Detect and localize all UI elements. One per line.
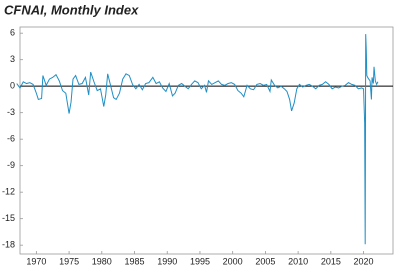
y-tick-label: -3 xyxy=(7,107,15,117)
y-tick-label: 0 xyxy=(10,81,15,91)
x-tick-label: 1980 xyxy=(92,256,112,266)
x-tick-label: 2000 xyxy=(223,256,243,266)
y-tick-label: 3 xyxy=(10,54,15,64)
x-tick-label: 2020 xyxy=(354,256,374,266)
y-tick-label: 6 xyxy=(10,28,15,38)
x-tick-label: 2010 xyxy=(288,256,308,266)
x-tick-label: 1970 xyxy=(26,256,46,266)
data-line xyxy=(16,34,379,245)
x-tick-label: 1975 xyxy=(59,256,79,266)
x-tick-label: 1995 xyxy=(190,256,210,266)
y-tick-label: -6 xyxy=(7,134,15,144)
x-tick-label: 2015 xyxy=(321,256,341,266)
x-tick-label: 1985 xyxy=(125,256,145,266)
chart-title: CFNAI, Monthly Index xyxy=(4,2,139,17)
y-tick-label: -12 xyxy=(2,187,15,197)
plot-frame xyxy=(19,26,394,255)
y-tick-label: -9 xyxy=(7,160,15,170)
x-tick-label: 1990 xyxy=(157,256,177,266)
y-tick-label: -15 xyxy=(2,213,15,223)
y-tick-label: -18 xyxy=(2,240,15,250)
x-tick-label: 2005 xyxy=(255,256,275,266)
